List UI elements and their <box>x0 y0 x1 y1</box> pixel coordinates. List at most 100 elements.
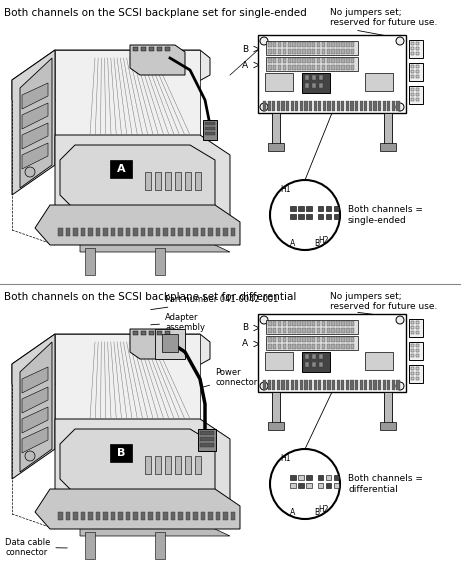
Bar <box>133 228 137 236</box>
Text: B: B <box>315 239 320 248</box>
Bar <box>297 49 301 54</box>
Bar <box>185 228 190 236</box>
Text: Data cable
connector: Data cable connector <box>5 538 67 557</box>
Bar <box>205 127 215 130</box>
Bar <box>149 47 154 51</box>
Bar <box>258 314 406 392</box>
Bar <box>266 57 358 71</box>
Bar <box>416 52 419 55</box>
Bar <box>297 337 301 342</box>
Bar <box>326 42 330 47</box>
Bar <box>384 113 392 148</box>
Bar <box>292 49 296 54</box>
Bar <box>300 380 303 390</box>
Bar <box>409 319 423 337</box>
Polygon shape <box>60 145 215 210</box>
Bar <box>277 101 280 111</box>
Bar <box>302 73 331 93</box>
Bar <box>298 483 304 488</box>
Bar <box>336 337 340 342</box>
Text: H2: H2 <box>318 236 328 245</box>
Bar <box>273 49 277 54</box>
Text: H1: H1 <box>280 454 291 463</box>
Bar <box>268 344 272 349</box>
Bar <box>278 344 281 349</box>
Bar <box>326 321 330 326</box>
Bar <box>133 47 138 51</box>
Bar <box>288 42 291 47</box>
Bar <box>288 65 291 70</box>
Bar <box>263 101 266 111</box>
Bar <box>318 483 323 488</box>
Bar <box>283 65 286 70</box>
Bar <box>268 328 272 333</box>
Bar <box>326 344 330 349</box>
Bar <box>0 0 461 284</box>
Bar <box>268 422 284 430</box>
Bar <box>148 512 153 520</box>
Bar <box>277 380 280 390</box>
Polygon shape <box>12 334 55 479</box>
Bar <box>326 58 330 63</box>
Bar <box>208 512 213 520</box>
Bar <box>283 58 286 63</box>
Bar <box>309 380 312 390</box>
Bar <box>411 93 414 96</box>
Bar <box>305 75 309 80</box>
Bar <box>163 228 167 236</box>
Text: A: A <box>290 508 296 517</box>
Bar <box>346 321 349 326</box>
Bar <box>351 49 355 54</box>
Bar <box>378 380 381 390</box>
Bar <box>313 83 316 88</box>
Bar <box>416 326 419 329</box>
Bar <box>288 321 291 326</box>
Bar <box>288 344 291 349</box>
Bar <box>317 321 320 326</box>
Bar <box>278 328 281 333</box>
Bar <box>409 63 423 81</box>
Bar <box>88 228 93 236</box>
Bar <box>268 65 272 70</box>
Bar <box>336 65 340 70</box>
Bar <box>290 101 294 111</box>
Bar <box>118 512 123 520</box>
Bar <box>110 444 132 462</box>
Text: B: B <box>117 448 125 458</box>
Bar <box>346 380 349 390</box>
Bar <box>307 65 311 70</box>
Polygon shape <box>35 205 240 245</box>
Bar <box>322 337 325 342</box>
Polygon shape <box>80 522 230 536</box>
Bar <box>149 331 154 335</box>
Circle shape <box>25 451 35 461</box>
Bar <box>331 321 335 326</box>
Bar <box>273 58 277 63</box>
Polygon shape <box>130 45 185 75</box>
Bar <box>416 367 419 370</box>
Bar <box>416 47 419 50</box>
Bar <box>0 284 461 584</box>
Bar <box>322 328 325 333</box>
Bar <box>322 58 325 63</box>
Bar <box>317 344 320 349</box>
Bar <box>292 65 296 70</box>
Bar <box>380 422 396 430</box>
Polygon shape <box>85 532 95 559</box>
Bar <box>331 328 335 333</box>
Bar <box>409 86 423 104</box>
Bar <box>341 101 344 111</box>
Bar <box>369 101 372 111</box>
Bar <box>331 337 335 342</box>
Text: A: A <box>242 61 248 69</box>
Bar <box>341 42 345 47</box>
Bar <box>266 320 358 334</box>
Bar <box>313 380 317 390</box>
Bar <box>317 58 320 63</box>
Bar <box>309 101 312 111</box>
Bar <box>416 331 419 334</box>
Bar <box>323 101 326 111</box>
Bar <box>155 512 160 520</box>
Bar <box>304 101 307 111</box>
Text: Both channels =
differential: Both channels = differential <box>348 474 423 493</box>
